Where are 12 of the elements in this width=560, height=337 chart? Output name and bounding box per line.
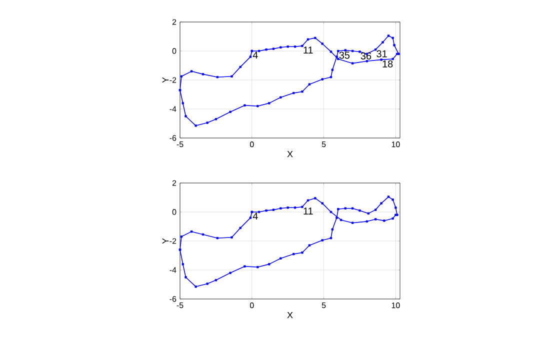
y-axis-title: Y: [162, 77, 169, 83]
annotation: 11: [304, 208, 313, 214]
x-axis-title: X: [287, 312, 293, 318]
x-axis-title: X: [287, 151, 293, 158]
annotation: 4: [252, 212, 258, 220]
y-axis-title: Y: [162, 238, 169, 244]
annotation: 11: [304, 46, 313, 54]
annotation: 35: [339, 52, 350, 59]
annotation: 31: [376, 50, 387, 58]
annotation: 36: [360, 52, 372, 60]
annotation: 4: [252, 52, 258, 59]
annotation: 18: [382, 60, 393, 68]
